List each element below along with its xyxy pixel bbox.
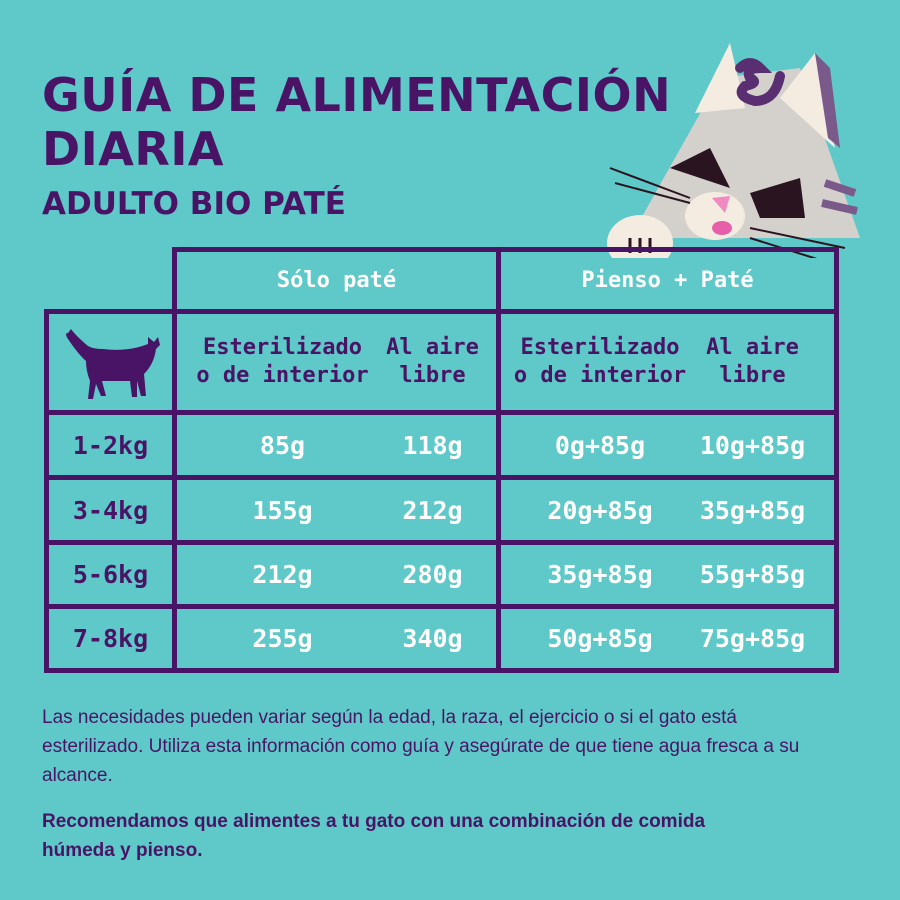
table-border <box>44 475 839 480</box>
amount-cell: 85g <box>259 430 306 460</box>
amount-cell: 280g <box>402 560 463 589</box>
table-border <box>44 668 839 673</box>
amount-cell: 20g+85g <box>547 495 653 525</box>
amount-cell: 75g+85g <box>699 624 806 653</box>
column-header: Esterilizado o de interior <box>513 335 687 388</box>
table-border <box>44 604 839 609</box>
amount-cell: 50g+85g <box>547 624 653 653</box>
amount-cell: 118g <box>402 430 463 460</box>
amount-cell: 10g+85g <box>699 430 806 460</box>
page-subtitle: ADULTO BIO PATÉ <box>42 186 346 222</box>
group-header-pienso-pate: Pienso + Paté <box>581 268 754 293</box>
title-line-1: GUÍA DE ALIMENTACIÓN <box>42 68 672 122</box>
disclaimer-text: Las necesidades pueden variar según la e… <box>42 707 800 786</box>
table-border <box>496 247 501 673</box>
table-border <box>172 247 839 252</box>
column-header: Al aire libre <box>706 335 799 388</box>
column-header: Al aire libre <box>386 335 479 388</box>
amount-cell: 212g <box>402 495 463 525</box>
cartoon-cat-peeking-illustration <box>607 43 860 258</box>
weight-cell: 5-6kg <box>72 560 149 589</box>
table-border <box>834 247 839 673</box>
table-border <box>44 540 839 545</box>
amount-cell: 340g <box>402 624 463 653</box>
table-border <box>44 309 839 314</box>
cat-silhouette-icon <box>66 329 160 399</box>
weight-cell: 3-4kg <box>72 495 149 525</box>
amount-cell: 155g <box>252 495 313 525</box>
amount-cell: 35g+85g <box>547 560 653 589</box>
page-title: GUÍA DE ALIMENTACIÓN DIARIA <box>42 68 671 176</box>
amount-cell: 255g <box>252 624 313 653</box>
weight-cell: 1-2kg <box>72 430 149 460</box>
table-border <box>44 309 49 673</box>
table-border <box>172 247 177 673</box>
weight-cell: 7-8kg <box>72 624 149 653</box>
amount-cell: 212g <box>252 560 313 589</box>
recommendation-text: Recomendamos que alimentes a tu gato con… <box>42 811 706 861</box>
amount-cell: 35g+85g <box>699 495 806 525</box>
group-header-solo-pate: Sólo paté <box>276 268 397 293</box>
table-border <box>44 410 839 415</box>
amount-cell: 0g+85g <box>554 430 646 460</box>
title-line-2: DIARIA <box>42 122 225 176</box>
column-header: Esterilizado o de interior <box>196 335 369 388</box>
amount-cell: 55g+85g <box>699 560 806 589</box>
